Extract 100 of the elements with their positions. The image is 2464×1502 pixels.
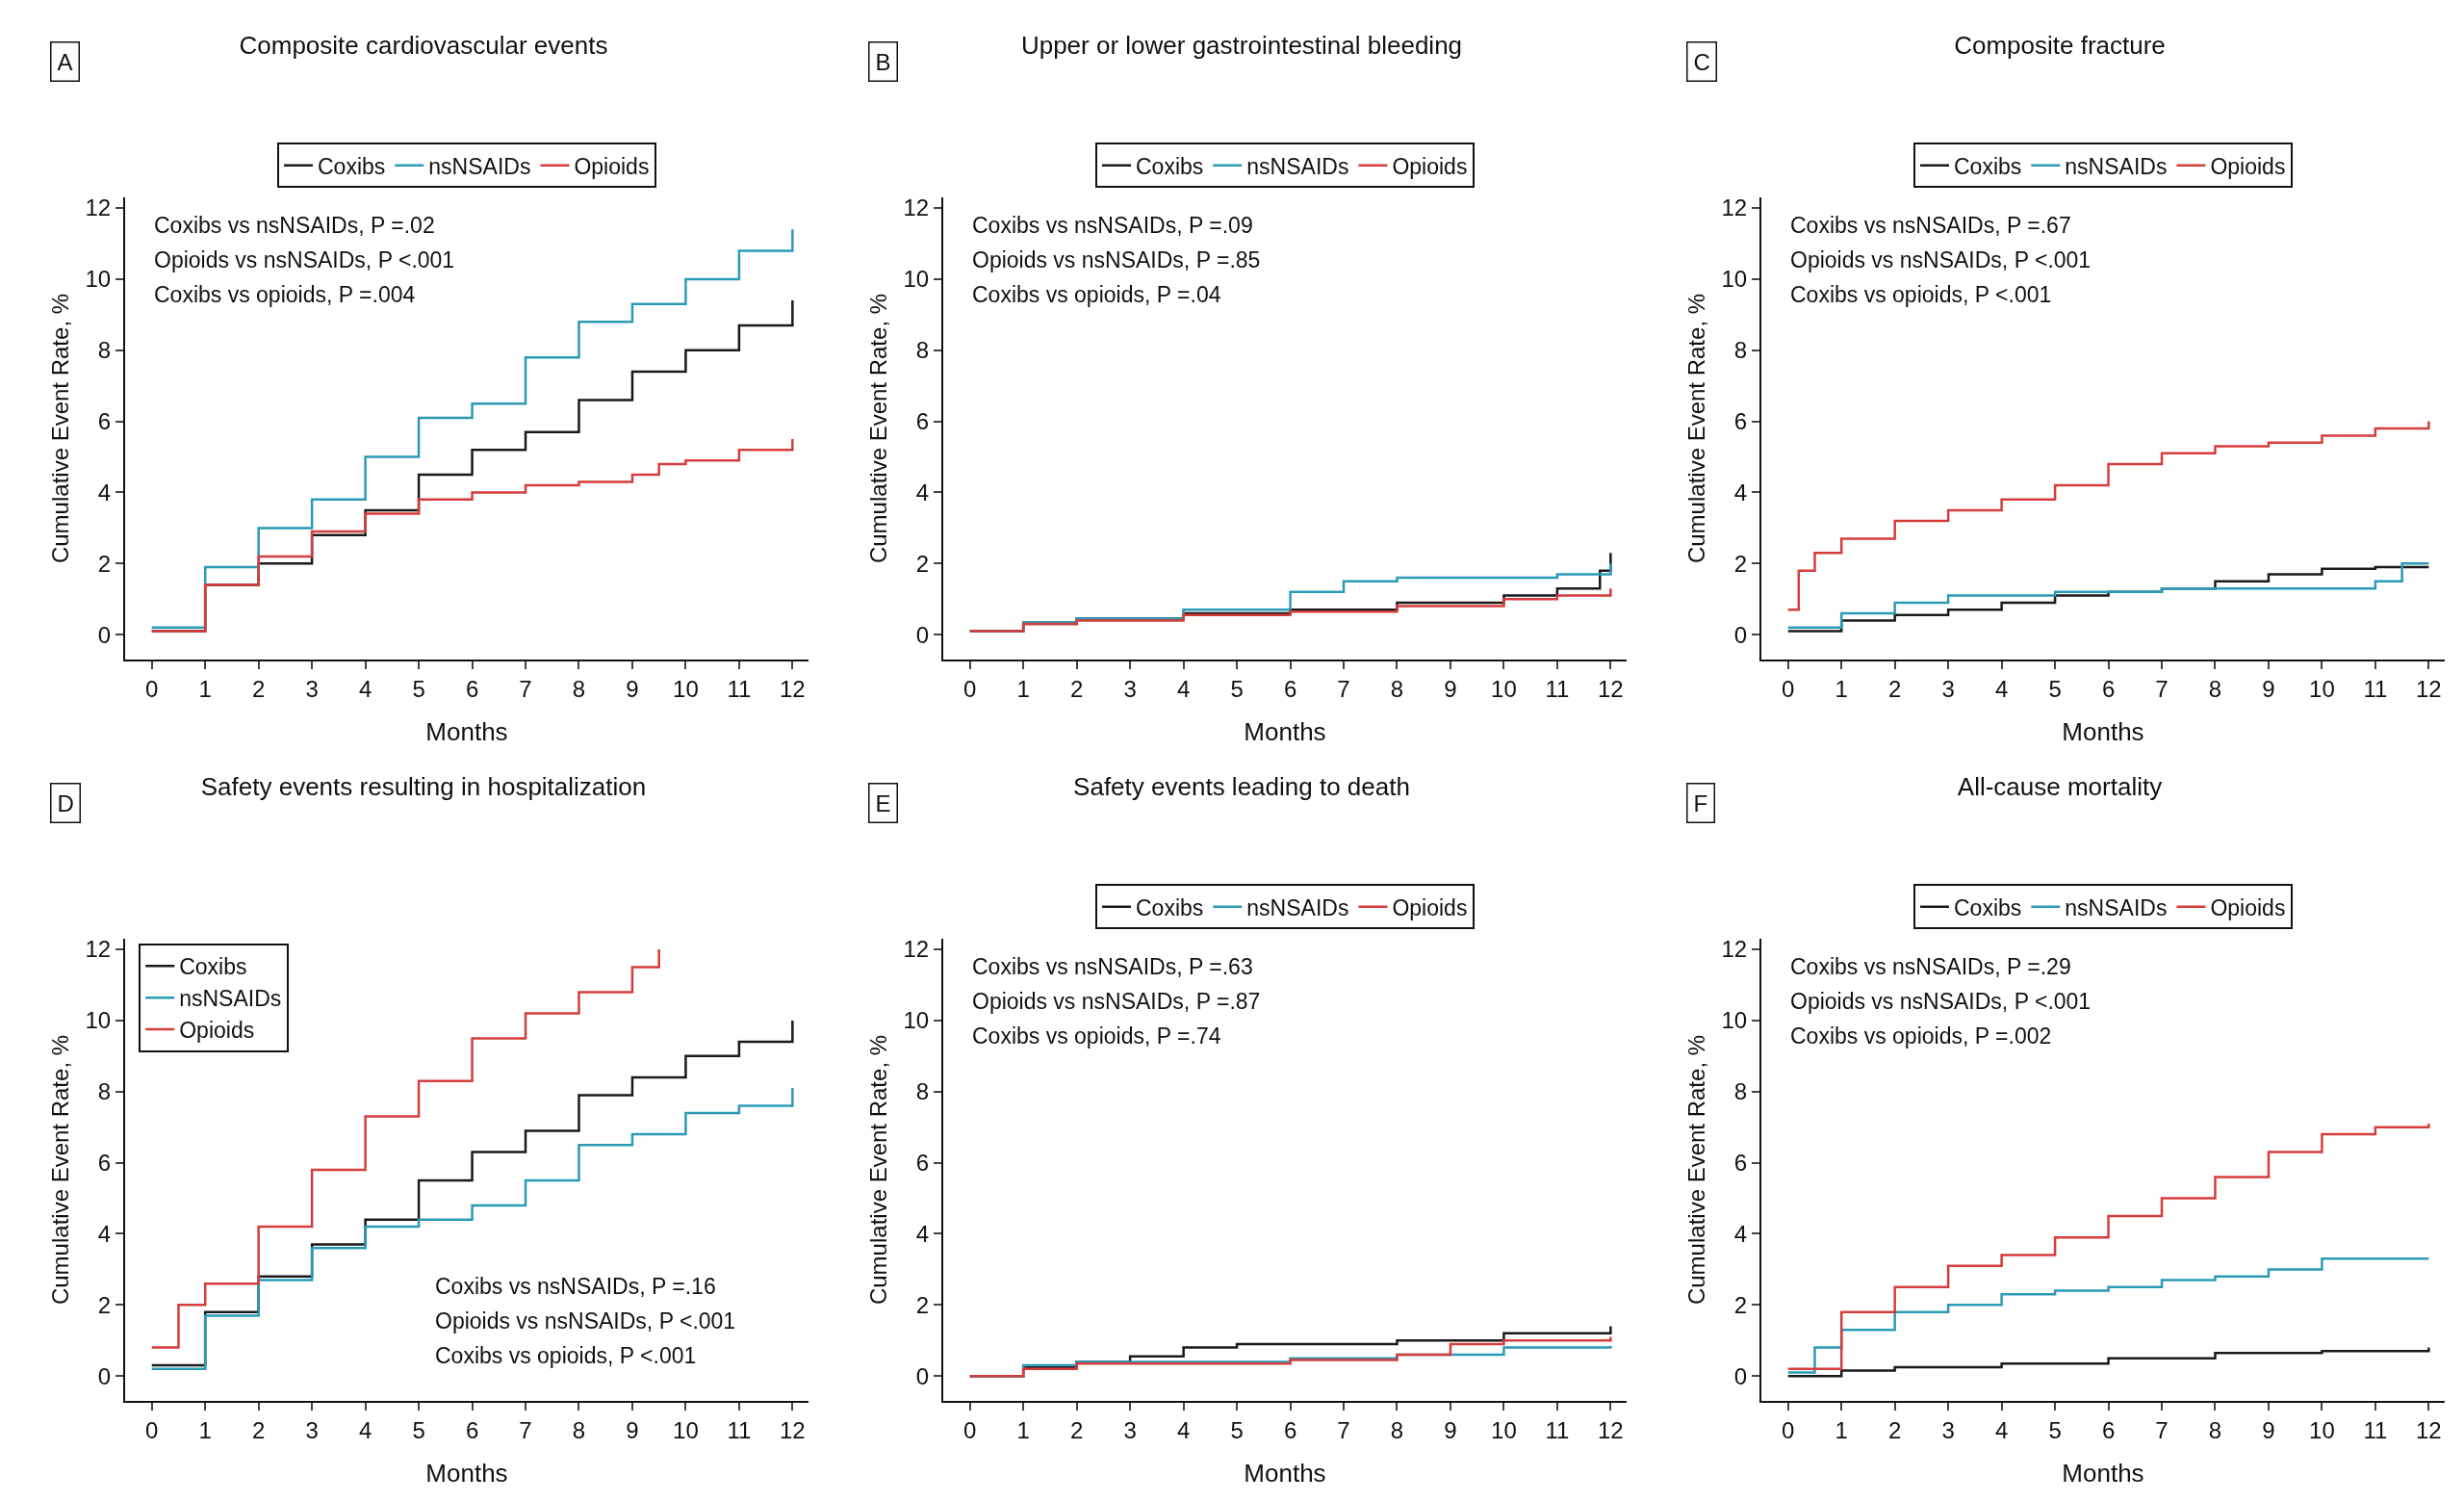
x-tick-label: 10 [2309, 675, 2335, 702]
annotation: Coxibs vs opioids, P <.001 [435, 1343, 697, 1368]
x-tick-label: 3 [1941, 675, 1955, 702]
x-tick-label: 1 [198, 1416, 212, 1443]
x-tick-label: 12 [2416, 1416, 2442, 1443]
y-tick-label: 10 [1721, 266, 1748, 293]
x-tick-label: 5 [412, 1416, 425, 1443]
y-axis-title: Cumulative Event Rate, % [47, 1034, 73, 1306]
text: C [1693, 48, 1710, 75]
annotation: Coxibs vs opioids, P =.04 [972, 282, 1221, 307]
x-tick-label: 5 [2048, 1416, 2062, 1443]
y-tick-label: 12 [1721, 194, 1748, 221]
chart-title: Composite cardiovascular events [239, 31, 608, 60]
x-tick-label: 11 [727, 1416, 752, 1443]
x-tick-label: 6 [465, 675, 479, 702]
x-tick-label: 10 [2309, 1416, 2335, 1443]
y-tick-label: 4 [1733, 1220, 1748, 1247]
y-tick-label: 6 [97, 1150, 112, 1177]
legend-label: Coxibs [318, 153, 386, 179]
annotation: Coxibs vs nsNSAIDs, P =.02 [154, 213, 435, 238]
x-tick-label: 10 [673, 675, 699, 702]
x-tick-label: 8 [2208, 675, 2222, 702]
y-tick-label: 12 [903, 936, 930, 963]
y-tick-label: 2 [915, 550, 930, 577]
x-tick-label: 1 [1835, 675, 1848, 702]
y-axis-title: Cumulative Event Rate, % [865, 1034, 891, 1306]
annotation: Opioids vs nsNSAIDs, P =.85 [972, 247, 1261, 272]
y-axis-title: Cumulative Event Rate, % [47, 293, 73, 564]
y-tick-label: 2 [97, 550, 112, 577]
x-tick-label: 4 [1176, 1416, 1191, 1443]
x-tick-label: 5 [1230, 675, 1244, 702]
chart-title: Safety events leading to death [1073, 772, 1410, 801]
y-axis-title: Cumulative Event Rate, % [865, 293, 891, 564]
y-tick-label: 12 [85, 936, 112, 963]
x-tick-label: 3 [1123, 675, 1137, 702]
chart-title: Safety events resulting in hospitalization [200, 772, 647, 801]
y-tick-label: 6 [1733, 408, 1748, 435]
x-tick-label: 10 [1491, 675, 1517, 702]
y-tick-label: 2 [1733, 1291, 1748, 1318]
y-tick-label: 6 [1733, 1150, 1748, 1177]
annotation: Coxibs vs opioids, P =.74 [972, 1023, 1221, 1049]
x-tick-label: 7 [519, 675, 532, 702]
x-tick-label: 7 [1337, 1416, 1350, 1443]
y-tick-label: 2 [97, 1291, 112, 1318]
y-tick-label: 0 [915, 621, 930, 648]
x-tick-label: 6 [1283, 675, 1297, 702]
y-tick-label: 8 [1733, 337, 1748, 364]
x-axis-title: Months [2062, 717, 2144, 746]
x-tick-label: 12 [780, 675, 806, 702]
y-axis-title: Cumulative Event Rate, % [1683, 293, 1709, 564]
legend-label: Opioids [574, 153, 650, 179]
x-tick-label: 1 [1835, 1416, 1848, 1443]
x-tick-label: 9 [1444, 1416, 1457, 1443]
annotation: Coxibs vs opioids, P =.004 [154, 282, 416, 307]
x-tick-label: 2 [251, 675, 266, 702]
x-tick-label: 3 [305, 1416, 319, 1443]
x-tick-label: 7 [1337, 675, 1350, 702]
x-tick-label: 5 [2048, 675, 2062, 702]
legend-label: Coxibs [1136, 894, 1204, 920]
x-tick-label: 4 [1994, 675, 2009, 702]
legend-label: Opioids [1392, 894, 1468, 920]
x-tick-label: 0 [145, 675, 159, 702]
x-axis-title: Months [1244, 1459, 1326, 1488]
annotation: Coxibs vs nsNSAIDs, P =.09 [972, 213, 1253, 238]
x-tick-label: 12 [780, 1416, 806, 1443]
x-tick-label: 2 [1069, 675, 1084, 702]
x-tick-label: 6 [2101, 675, 2116, 702]
x-tick-label: 3 [1941, 1416, 1955, 1443]
y-tick-label: 4 [97, 479, 112, 505]
y-tick-label: 12 [85, 194, 112, 221]
x-tick-label: 2 [251, 1416, 266, 1443]
annotation: Opioids vs nsNSAIDs, P <.001 [154, 247, 455, 272]
y-tick-label: 6 [915, 408, 930, 435]
y-tick-label: 8 [915, 337, 930, 364]
legend-label: nsNSAIDs [2065, 153, 2168, 179]
legend-label: nsNSAIDs [1246, 153, 1349, 179]
x-axis-title: Months [425, 717, 508, 746]
annotation: Opioids vs nsNSAIDs, P <.001 [435, 1308, 736, 1334]
x-tick-label: 1 [1016, 1416, 1030, 1443]
y-tick-label: 2 [1733, 550, 1748, 577]
x-tick-label: 2 [1887, 675, 1902, 702]
annotation: Coxibs vs nsNSAIDs, P =.67 [1790, 213, 2071, 238]
x-tick-label: 7 [519, 1416, 532, 1443]
y-tick-label: 0 [915, 1362, 930, 1389]
legend-label: Opioids [2210, 894, 2286, 920]
x-tick-label: 5 [412, 675, 425, 702]
x-tick-label: 6 [2101, 1416, 2116, 1443]
x-tick-label: 9 [2262, 1416, 2275, 1443]
legend-label: nsNSAIDs [428, 153, 531, 179]
y-tick-label: 8 [97, 1078, 112, 1105]
annotation: Coxibs vs nsNSAIDs, P =.16 [435, 1274, 716, 1299]
x-tick-label: 4 [358, 1416, 372, 1443]
x-tick-label: 6 [465, 1416, 479, 1443]
y-tick-label: 4 [97, 1220, 112, 1247]
x-tick-label: 8 [1390, 675, 1404, 702]
legend-label: Coxibs [1136, 153, 1204, 179]
x-tick-label: 5 [1230, 1416, 1244, 1443]
legend-label: Coxibs [1954, 153, 2022, 179]
y-tick-label: 10 [85, 1007, 112, 1034]
x-tick-label: 11 [2363, 1416, 2388, 1443]
